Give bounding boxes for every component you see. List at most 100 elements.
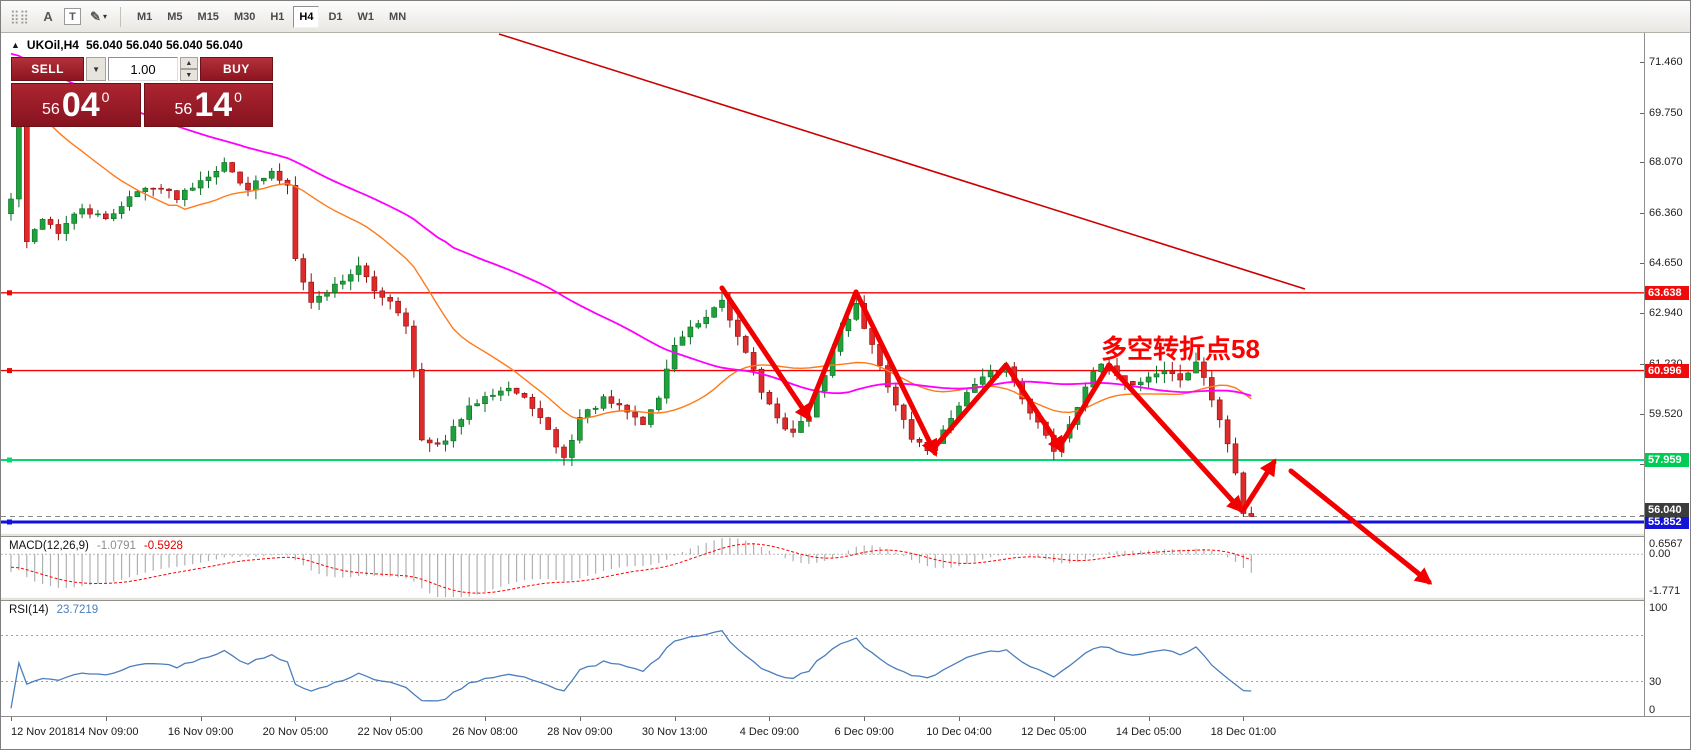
spin-down-icon[interactable]: ▼ (180, 69, 198, 81)
toolbar: ⣿⣿ A T ✎ ▾ M1 M5 M15 M30 H1 H4 D1 W1 MN (1, 1, 1690, 33)
rsi-panel-splitter[interactable] (1, 597, 1644, 601)
time-axis-label: 12 Dec 05:00 (1021, 726, 1087, 738)
price-line-tag: 63.638 (1645, 285, 1689, 300)
time-axis-label: 14 Dec 05:00 (1115, 726, 1182, 738)
ask-price-display[interactable]: 56 14 0 (143, 83, 273, 127)
timeframe-button-h1[interactable]: H1 (270, 10, 285, 23)
time-axis-tick (1148, 717, 1150, 721)
time-axis-label: 28 Nov 09:00 (547, 726, 613, 738)
price-axis[interactable]: 71.46069.75068.07066.36064.65062.94061.2… (1640, 1, 1690, 749)
timeframe-button-m30[interactable]: M30 (233, 10, 256, 23)
price-axis-tick (1640, 262, 1644, 264)
time-axis-label: 26 Nov 08:00 (452, 726, 518, 738)
price-axis-tick (1640, 363, 1644, 365)
toolbar-separator (119, 6, 121, 27)
time-axis-tick (105, 717, 107, 721)
price-axis-tick (1640, 162, 1644, 164)
macd-main-value: -1.0791 (96, 540, 136, 552)
timeframe-button-m5[interactable]: M5 (167, 10, 183, 23)
time-axis-label: 14 Nov 09:00 (73, 726, 139, 738)
chevron-down-icon: ▼ (92, 64, 101, 74)
time-axis-tick (674, 717, 676, 721)
lot-size-input[interactable] (108, 57, 178, 81)
time-axis-tick (959, 717, 960, 721)
lot-spinner[interactable]: ▲ ▼ (180, 57, 198, 81)
macd-indicator-label: MACD(12,26,9) -1.0791 -0.5928 (9, 540, 183, 552)
time-axis-label: 10 Dec 04:00 (926, 726, 992, 738)
price-line-tag: 55.852 (1645, 515, 1689, 530)
time-axis[interactable]: 12 Nov 2018 14 Nov 09:00 16 Nov 09:00 20 No… (1, 717, 1690, 749)
time-axis-tick (1053, 717, 1055, 721)
sell-button[interactable]: SELL (11, 57, 85, 81)
time-axis-label: 20 Nov 05:00 (262, 726, 329, 738)
macd-panel-splitter[interactable] (1, 533, 1644, 537)
ask-price-prefix: 56 (174, 101, 193, 118)
draw-tools-dropdown-icon[interactable]: ✎ ▾ (90, 8, 107, 24)
ask-price-big-digits: 14 (194, 86, 233, 124)
bid-price-tag: 56.040 (1645, 502, 1689, 517)
time-axis-tick (864, 717, 866, 721)
price-axis-tick (1640, 514, 1644, 516)
time-axis-label: 18 Dec 01:00 (1210, 726, 1277, 738)
price-axis-label: 62.940 (1649, 307, 1683, 320)
symbol-ohlc-values: 56.040 56.040 56.040 56.040 (85, 38, 243, 52)
buy-button[interactable]: BUY (199, 57, 273, 81)
timeframe-button-d1[interactable]: D1 (328, 10, 343, 23)
timeframe-button-m1[interactable]: M1 (136, 10, 153, 23)
time-axis-label: 6 Dec 09:00 (834, 726, 894, 738)
time-axis-tick (485, 717, 486, 721)
timeframe-button-mn[interactable]: MN (389, 10, 407, 23)
symbol-title: UKOil,H4 (26, 38, 79, 52)
time-axis-tick (579, 717, 581, 721)
lot-dropdown-button[interactable]: ▼ (86, 57, 106, 81)
chevron-down-icon: ▾ (102, 12, 107, 21)
time-axis-separator (1, 716, 1690, 717)
rsi-axis-label: 0 (1649, 704, 1656, 716)
price-axis-separator (1644, 33, 1645, 716)
price-axis-tick (1640, 62, 1644, 64)
rsi-name: RSI(14) (9, 604, 49, 616)
bid-price-display[interactable]: 56 04 0 (11, 83, 141, 127)
time-axis-tick (295, 717, 297, 721)
label-tool-icon[interactable]: T (64, 8, 82, 25)
bid-price-big-digits: 04 (61, 86, 100, 124)
macd-name: MACD(12,26,9) (9, 540, 89, 552)
macd-signal-value: -0.5928 (143, 540, 183, 552)
time-axis-tick (390, 717, 392, 721)
timeframe-button-h4[interactable]: H4 (293, 5, 320, 28)
price-line-tag: 60.996 (1645, 363, 1689, 378)
macd-axis-label: 0.00 (1649, 548, 1671, 561)
grid-handle-icon[interactable]: ⣿⣿ (10, 8, 30, 24)
drawing-tools-group: ⣿⣿ A T ✎ ▾ (7, 6, 110, 28)
rsi-axis-label: 30 (1649, 675, 1662, 688)
price-line-tag: 57.959 (1645, 453, 1689, 467)
time-axis-label: 22 Nov 05:00 (357, 726, 423, 738)
rsi-value: 23.7219 (56, 604, 99, 616)
price-axis-tick (1640, 112, 1644, 114)
chart-marker-icon: ▲ (11, 40, 20, 50)
spin-up-icon[interactable]: ▲ (180, 57, 198, 69)
bid-price-prefix: 56 (42, 101, 60, 118)
bid-price-superscript: 0 (101, 89, 110, 105)
timeframe-button-m15[interactable]: M15 (197, 10, 219, 23)
time-axis-label: 4 Dec 09:00 (739, 726, 800, 738)
price-axis-label: 64.650 (1649, 256, 1683, 269)
timeframe-button-w1[interactable]: W1 (357, 10, 375, 23)
time-axis-label: 12 Nov 2018 (11, 726, 74, 738)
price-axis-tick (1640, 313, 1644, 315)
price-axis-tick (1640, 464, 1644, 466)
time-axis-tick (769, 717, 771, 721)
annotation-text: 多空转折点58 (1101, 334, 1260, 364)
text-tool-icon[interactable]: A (43, 9, 53, 24)
rsi-axis-label: 100 (1649, 602, 1668, 614)
price-axis-label: 66.360 (1649, 206, 1683, 219)
one-click-trading-panel: SELL ▼ ▲ ▼ BUY 56 04 0 56 14 0 (11, 57, 273, 127)
time-axis-tick (11, 717, 12, 721)
time-axis-label: 30 Nov 13:00 (641, 726, 708, 738)
price-axis-label: 59.520 (1649, 408, 1683, 421)
timeframe-group: M1 M5 M15 M30 H1 H4 D1 W1 MN (131, 5, 412, 28)
price-axis-label: 68.070 (1649, 156, 1683, 169)
symbol-bar: ▲ UKOil,H4 56.040 56.040 56.040 56.040 (11, 38, 243, 52)
time-axis-tick (1243, 717, 1245, 721)
